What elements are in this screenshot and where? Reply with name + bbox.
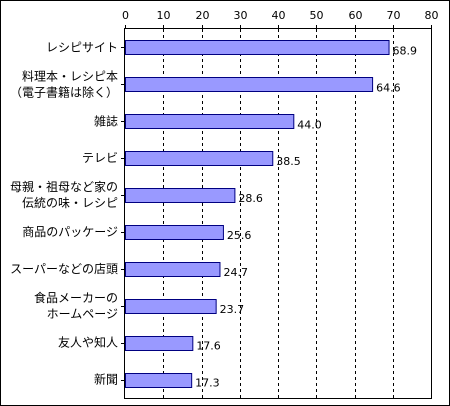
x-tick-label: 50 (310, 9, 324, 22)
value-label: 23.7 (220, 303, 245, 316)
bar (125, 299, 217, 314)
category-label: 母親・祖母など家の (10, 179, 118, 194)
category-label: 伝統の味・レシピ (22, 196, 118, 210)
category-label: 新聞 (94, 372, 118, 387)
bar (125, 262, 221, 277)
bars (125, 40, 390, 388)
value-label: 25.6 (227, 229, 252, 242)
category-label: （電子書籍は除く） (10, 84, 118, 99)
value-label: 28.6 (238, 192, 263, 205)
x-tick-label: 20 (196, 9, 210, 22)
value-label: 17.6 (196, 340, 221, 353)
category-label: ホームページ (47, 307, 118, 321)
category-label: 食品メーカーの (34, 290, 118, 305)
x-tick-label: 70 (387, 9, 401, 22)
x-tick-label: 0 (122, 9, 129, 22)
x-axis: 0 10 20 30 40 50 60 70 80 (122, 9, 439, 29)
bar (125, 40, 390, 55)
value-label: 38.5 (276, 155, 301, 168)
category-label: テレビ (82, 151, 118, 165)
category-label: レシピサイト (46, 40, 118, 54)
bar (125, 336, 194, 351)
bar (125, 225, 224, 240)
x-tick-label: 60 (349, 9, 363, 22)
bar (125, 188, 236, 203)
value-label: 68.9 (393, 44, 418, 57)
bar (125, 373, 193, 388)
x-tick-label: 30 (234, 9, 248, 22)
bar (125, 114, 295, 129)
value-label: 44.0 (297, 118, 322, 131)
x-tick-label: 80 (425, 9, 439, 22)
value-label: 64.6 (376, 81, 401, 94)
value-labels: 68.9 64.6 44.0 38.5 28.6 25.6 24.7 23.7 17.6 17.3 (195, 44, 417, 389)
value-label: 17.3 (195, 377, 220, 390)
category-label: 雑誌 (94, 113, 118, 128)
category-label: 商品のパッケージ (22, 224, 118, 239)
value-label: 24.7 (223, 266, 248, 279)
bar (125, 77, 374, 92)
x-tick-label: 10 (157, 9, 171, 22)
bar (125, 151, 274, 166)
category-label: スーパーなどの店頭 (10, 262, 118, 276)
category-label: 料理本・レシピ本 (22, 69, 118, 83)
category-label: 友人や知人 (58, 336, 118, 350)
x-tick-label: 40 (272, 9, 286, 22)
